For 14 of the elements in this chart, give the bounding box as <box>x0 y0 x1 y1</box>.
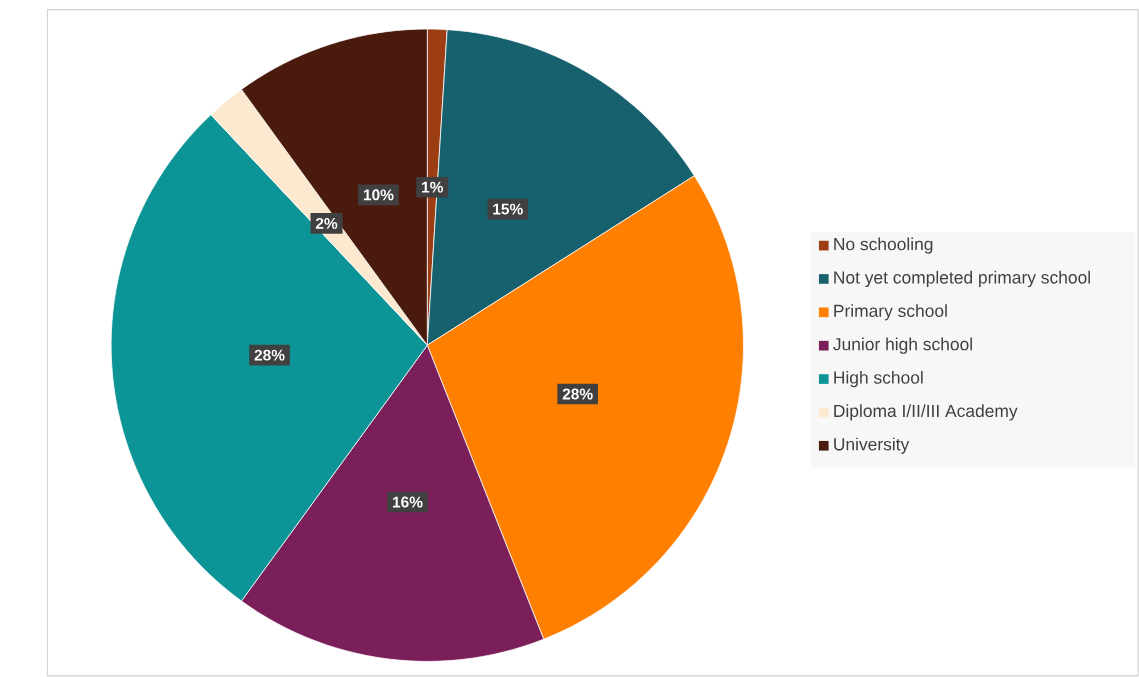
legend-label: Junior high school <box>833 337 972 354</box>
legend-label: Diploma I/II/III Academy <box>834 404 1018 421</box>
legend-label: Primary school <box>834 304 947 321</box>
data-label: 28% <box>254 349 285 361</box>
legend-label: University <box>834 437 910 454</box>
data-label: 10% <box>363 189 394 201</box>
legend-label: Not yet completed primary school <box>834 270 1090 288</box>
data-label: 16% <box>392 496 423 508</box>
legend-label: High school <box>834 370 923 388</box>
legend-label: No schooling <box>834 237 933 254</box>
data-label: 28% <box>562 388 593 400</box>
data-label: 2% <box>315 217 338 229</box>
data-label: 15% <box>493 203 523 215</box>
data-label: 1% <box>422 181 444 193</box>
